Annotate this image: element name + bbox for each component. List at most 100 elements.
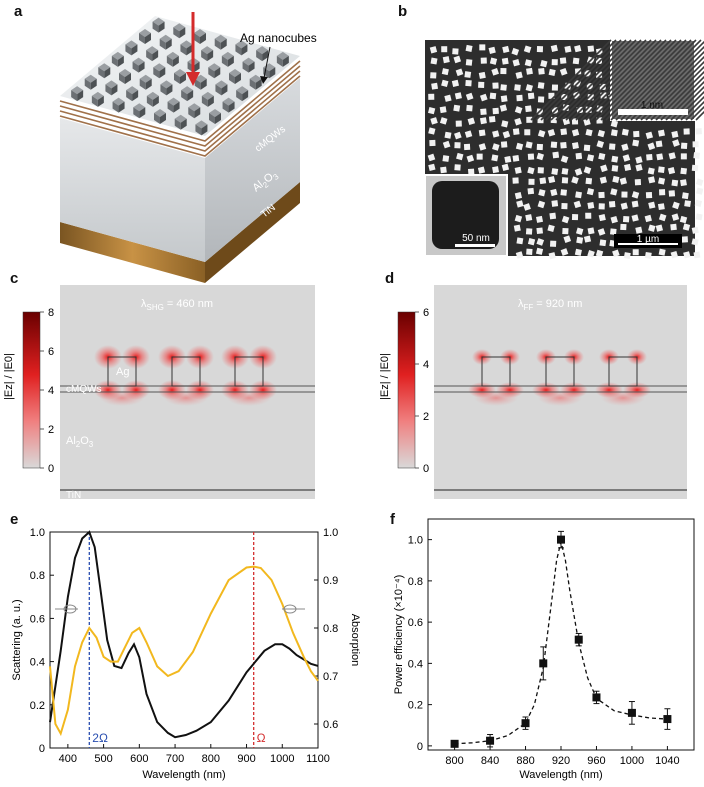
nanocube-left [188, 107, 195, 119]
sem-cube [537, 129, 546, 138]
lattice-fringe [570, 39, 652, 121]
sem-cube [667, 167, 676, 175]
sem-cube [428, 127, 436, 135]
sem-cube [488, 115, 496, 123]
nanocube-right [187, 90, 194, 102]
sem-cube [680, 142, 688, 150]
nanocube-right [221, 84, 228, 96]
data-point [450, 739, 459, 748]
x-tick-label-e: 900 [237, 753, 255, 765]
sem-cube [560, 128, 568, 136]
nanocube-left [263, 67, 270, 79]
sem-cube [501, 120, 509, 128]
nanocube-right [172, 55, 179, 67]
nanocube-top [132, 57, 145, 66]
sem-cube [527, 238, 536, 246]
sem-cube [695, 213, 703, 221]
sem-cube [431, 82, 439, 90]
hotspots-c [94, 345, 277, 406]
sem-cube [430, 57, 438, 65]
nanocube-right [282, 55, 289, 67]
nanocube-left [153, 67, 160, 79]
sem-cube [442, 56, 450, 64]
nanocube-left [256, 50, 263, 62]
sem-cube [500, 95, 508, 103]
nanocube-left [181, 90, 188, 102]
nanocube-left [152, 21, 159, 33]
sem-cube [631, 200, 639, 208]
sem-cube [478, 143, 487, 151]
y-tick-label-e: 0.6 [30, 613, 45, 625]
sem-cube [696, 187, 704, 195]
sem-cube [512, 154, 520, 162]
sem-cube [598, 152, 606, 161]
field-hotspot-spread [227, 390, 271, 406]
sem-cube [442, 155, 450, 162]
sem-cube [536, 152, 544, 161]
panel-b-letter: b [398, 3, 408, 20]
sem-cube [491, 68, 499, 76]
sem-cube [679, 215, 688, 224]
x-tick-label-f: 1000 [620, 755, 644, 767]
sem-cube [597, 228, 606, 236]
nanocube-left [105, 84, 112, 96]
sem-cube [624, 163, 632, 172]
lattice-fringe [670, 85, 704, 121]
sem-cube [668, 190, 676, 197]
sem-cube [657, 203, 665, 211]
sem-cube [575, 191, 582, 199]
sem-cube [659, 189, 666, 196]
sem-cube [427, 153, 436, 162]
label-al2o3-c: Al2O3 [66, 435, 94, 449]
sem-cube [525, 214, 533, 222]
sem-cube [635, 226, 643, 234]
sem-cube [454, 164, 461, 171]
nanocube-left [166, 55, 173, 67]
sem-cube [645, 191, 653, 199]
sem-cube [441, 79, 449, 88]
lattice-fringe [585, 39, 667, 121]
sem-cube [657, 177, 666, 185]
sem-cube [620, 202, 628, 210]
lattice-fringe [540, 39, 622, 121]
panel-d-field-map: 6 4 2 0 |Ez| / |E0| λFF = 920 nm [379, 285, 687, 499]
lattice-fringe [640, 55, 704, 121]
nanocube-right [159, 67, 166, 79]
sem-cube [537, 200, 546, 209]
sem-cube [430, 117, 438, 125]
sem-cube [585, 128, 593, 137]
nanocube-right [235, 73, 241, 84]
sem-cube [454, 92, 462, 100]
sem-cube [680, 167, 688, 175]
ag-cube-d-3 [608, 356, 638, 387]
colorbar-tick-label: 4 [48, 385, 54, 397]
colorbar-d-ticks: 6 4 2 0 [415, 307, 429, 475]
sem-cube [694, 199, 703, 207]
sem-cube [571, 128, 580, 137]
inset-scalebar-50nm-label: 50 nm [462, 233, 490, 244]
field-hotspot-spread [474, 390, 518, 406]
sem-cube [480, 57, 487, 64]
sem-cube [512, 128, 520, 135]
sem-cube [560, 141, 567, 149]
lattice-fringe [660, 75, 704, 121]
sem-cube [489, 57, 498, 65]
sem-cube [646, 153, 653, 161]
nanocube-right [200, 78, 207, 90]
sem-cube [610, 129, 618, 137]
sem-cube [586, 154, 595, 162]
sem-cube [465, 59, 473, 66]
substrate-right-face [205, 78, 300, 262]
nanocube-left [111, 55, 118, 67]
sem-cube [693, 152, 701, 159]
sem-cube [559, 67, 568, 76]
ag-cube-c-1 [107, 356, 137, 387]
sem-cube [574, 248, 582, 256]
inset-scalebar-50nm [455, 244, 495, 247]
sem-cube [515, 251, 524, 259]
nanocube-left [119, 73, 125, 84]
sem-cube [623, 252, 631, 260]
tin-layer-left [60, 222, 205, 283]
sem-cube [441, 46, 448, 53]
